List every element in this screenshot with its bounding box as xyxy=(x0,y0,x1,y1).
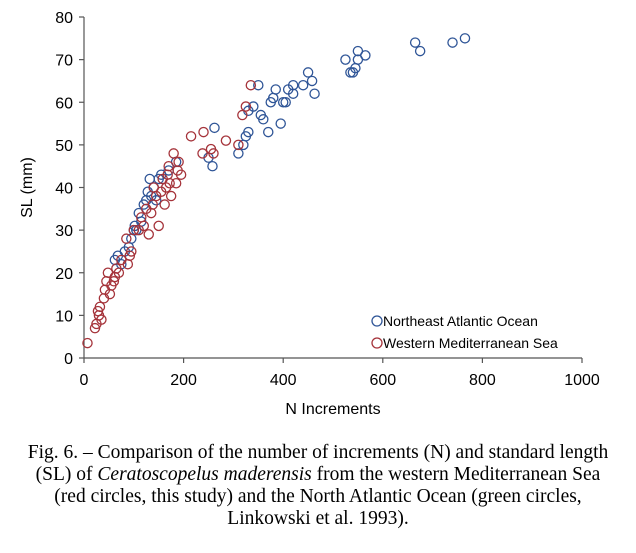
point-northeast-atlantic-ocean xyxy=(287,88,299,99)
y-tick-label: 10 xyxy=(55,308,73,325)
data-points xyxy=(82,33,471,349)
point-northeast-atlantic-ocean xyxy=(297,79,309,91)
point-northeast-atlantic-ocean xyxy=(459,33,471,44)
y-tick-label: 20 xyxy=(55,266,73,283)
x-tick-label: 800 xyxy=(469,372,496,389)
y-tick-label: 30 xyxy=(55,223,73,240)
point-western-mediterranean-sea xyxy=(164,177,175,189)
point-western-mediterranean-sea xyxy=(165,190,177,202)
point-western-mediterranean-sea xyxy=(96,314,107,325)
point-northeast-atlantic-ocean xyxy=(243,126,254,138)
point-western-mediterranean-sea xyxy=(153,220,164,232)
point-northeast-atlantic-ocean xyxy=(207,160,218,172)
caption-species: Ceratoscopelus maderensis xyxy=(97,464,312,485)
point-western-mediterranean-sea xyxy=(220,135,232,146)
point-northeast-atlantic-ocean xyxy=(306,75,318,87)
y-tick-label: 40 xyxy=(55,181,73,198)
point-western-mediterranean-sea xyxy=(108,276,120,287)
point-northeast-atlantic-ocean xyxy=(144,173,155,185)
point-western-mediterranean-sea xyxy=(102,267,114,278)
point-northeast-atlantic-ocean xyxy=(275,118,286,129)
x-tick-label: 400 xyxy=(270,372,297,389)
y-axis-title: SL (mm) xyxy=(19,157,36,218)
point-western-mediterranean-sea xyxy=(170,177,182,189)
point-western-mediterranean-sea xyxy=(124,250,136,261)
point-northeast-atlantic-ocean xyxy=(447,37,458,48)
point-northeast-atlantic-ocean xyxy=(270,84,281,95)
legend-label-western-mediterranean: Western Mediterranean Sea xyxy=(383,335,558,351)
x-ticks: 0 200 400 600 800 1000 xyxy=(80,358,600,389)
point-northeast-atlantic-ocean xyxy=(302,67,314,78)
point-northeast-atlantic-ocean xyxy=(287,79,299,91)
point-northeast-atlantic-ocean xyxy=(253,79,264,91)
point-western-mediterranean-sea xyxy=(245,79,257,91)
y-tick-label: 80 xyxy=(55,10,73,27)
point-western-mediterranean-sea xyxy=(82,337,93,349)
point-northeast-atlantic-ocean xyxy=(209,122,220,134)
point-northeast-atlantic-ocean xyxy=(280,97,291,108)
point-western-mediterranean-sea xyxy=(198,126,209,138)
y-tick-label: 70 xyxy=(55,53,73,70)
legend-label-northeast-atlantic: Northeast Atlantic Ocean xyxy=(383,313,538,329)
point-western-mediterranean-sea xyxy=(159,199,170,210)
point-western-mediterranean-sea xyxy=(185,131,197,142)
y-tick-label: 50 xyxy=(55,138,73,155)
y-tick-label: 60 xyxy=(55,95,73,112)
point-western-mediterranean-sea xyxy=(173,156,184,168)
figure-caption: Fig. 6. – Comparison of the number of in… xyxy=(22,442,614,530)
point-northeast-atlantic-ocean xyxy=(248,101,259,112)
point-western-mediterranean-sea xyxy=(113,267,125,278)
x-tick-label: 0 xyxy=(80,372,89,389)
point-western-mediterranean-sea xyxy=(121,233,132,244)
scatter-chart: 0 200 400 600 800 1000 0 10 20 30 40 50 60 70 80 N In… xyxy=(19,10,600,418)
point-western-mediterranean-sea xyxy=(197,148,208,159)
point-western-mediterranean-sea xyxy=(122,258,134,270)
point-western-mediterranean-sea xyxy=(128,224,140,236)
caption-lead: Fig. 6. – Comparison of the number of in… xyxy=(27,442,609,485)
point-western-mediterranean-sea xyxy=(126,246,137,257)
point-western-mediterranean-sea xyxy=(208,148,219,159)
caption-tail: from the western Mediterranean Sea (red … xyxy=(54,464,601,529)
point-western-mediterranean-sea xyxy=(168,148,179,159)
point-western-mediterranean-sea xyxy=(94,301,106,313)
point-northeast-atlantic-ocean xyxy=(233,148,244,159)
point-western-mediterranean-sea xyxy=(175,169,187,180)
point-western-mediterranean-sea xyxy=(233,139,244,151)
point-northeast-atlantic-ocean xyxy=(360,50,371,61)
y-tick-label: 0 xyxy=(64,351,73,368)
point-western-mediterranean-sea xyxy=(89,322,101,334)
point-western-mediterranean-sea xyxy=(240,101,252,112)
legend: Northeast Atlantic Ocean Western Mediter… xyxy=(371,313,558,351)
x-tick-label: 200 xyxy=(170,372,197,389)
point-northeast-atlantic-ocean xyxy=(340,54,351,65)
point-northeast-atlantic-ocean xyxy=(409,37,421,48)
point-western-mediterranean-sea xyxy=(138,220,150,232)
point-western-mediterranean-sea xyxy=(143,229,154,240)
point-northeast-atlantic-ocean xyxy=(309,88,320,99)
y-ticks: 0 10 20 30 40 50 60 70 80 xyxy=(55,10,84,368)
legend-marker-northeast-atlantic xyxy=(371,315,383,327)
x-axis-title: N Increments xyxy=(285,401,380,418)
point-northeast-atlantic-ocean xyxy=(263,126,274,138)
legend-marker-western-mediterranean xyxy=(371,337,383,349)
point-northeast-atlantic-ocean xyxy=(258,114,269,125)
x-tick-label: 1000 xyxy=(564,372,600,389)
point-northeast-atlantic-ocean xyxy=(414,45,426,57)
point-western-mediterranean-sea xyxy=(163,160,174,172)
x-tick-label: 600 xyxy=(369,372,396,389)
